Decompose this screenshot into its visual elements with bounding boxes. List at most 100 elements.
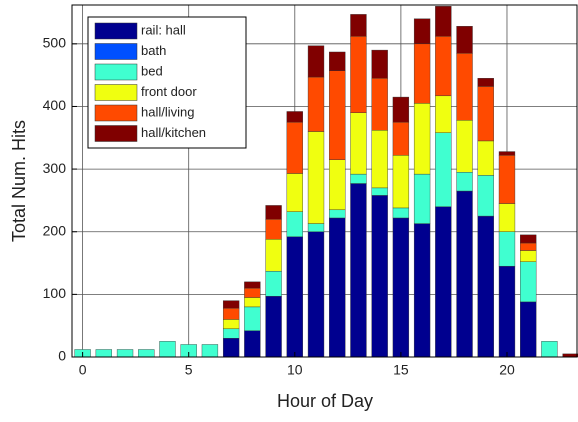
bar-segment: [456, 172, 473, 192]
legend-label: hall/living: [141, 104, 194, 119]
bar-segment: [244, 306, 261, 331]
bar-segment: [477, 175, 494, 217]
bar-segment: [286, 173, 303, 212]
y-tick-label: 400: [43, 97, 67, 113]
bar-segment: [371, 130, 388, 189]
bar-segment: [265, 219, 282, 240]
bar-segment: [307, 231, 325, 358]
bar-segment: [498, 265, 516, 358]
bar-segment: [520, 250, 537, 262]
bar-segment: [435, 6, 452, 37]
bar-segment: [541, 341, 558, 358]
bar-segment: [265, 205, 282, 220]
legend-swatch: [94, 84, 138, 101]
y-tick-label: 300: [43, 160, 67, 176]
bar-segment: [456, 53, 473, 121]
x-axis-title: Hour of Day: [277, 391, 373, 411]
bar-segment: [392, 121, 410, 156]
bar-segment: [329, 70, 346, 160]
bar-segment: [329, 217, 346, 358]
bar-segment: [477, 140, 494, 176]
legend-label: hall/kitchen: [141, 125, 206, 140]
bar-segment: [456, 26, 473, 54]
bar-segment: [456, 120, 473, 173]
bar-segment: [371, 78, 388, 131]
bar-segment: [371, 49, 388, 79]
bar-segment: [350, 173, 367, 184]
bar-segment: [350, 112, 367, 175]
bar-segment: [435, 132, 452, 207]
bar-segment: [371, 187, 388, 196]
bar-segment: [520, 242, 537, 251]
bar-segment: [350, 183, 367, 358]
legend-swatch: [94, 63, 138, 81]
y-tick-label: 100: [43, 285, 67, 301]
legend-swatch: [94, 104, 138, 122]
bar-segment: [392, 96, 410, 123]
bar-segment: [498, 155, 516, 204]
bar-segment: [498, 231, 516, 267]
bar-segment: [392, 217, 410, 358]
bar-segment: [244, 330, 261, 358]
bar-segment: [159, 341, 176, 358]
x-tick-label: 10: [287, 362, 303, 378]
y-tick-label: 500: [43, 35, 67, 51]
x-tick-label: 5: [185, 362, 193, 378]
bar-segment: [286, 121, 303, 174]
legend-swatch: [94, 43, 138, 60]
bar-segment: [350, 36, 367, 113]
bar-segment: [307, 45, 325, 78]
bar-segment: [329, 209, 346, 219]
bar-segment: [222, 319, 240, 330]
y-tick-label: 0: [58, 348, 66, 364]
bar-segment: [435, 206, 452, 358]
bar-segment: [116, 349, 134, 358]
bar-segment: [477, 78, 494, 87]
bar-segment: [138, 349, 155, 358]
bar-segment: [286, 236, 303, 358]
bar-segment: [244, 297, 261, 308]
bar-segment: [435, 95, 452, 133]
bar-segment: [244, 287, 261, 298]
bar-segment: [329, 51, 346, 71]
bar-segment: [520, 234, 537, 244]
bar-segment: [307, 131, 325, 224]
plot-frame: [71, 4, 578, 358]
bar-segment: [435, 36, 452, 97]
legend-label: bed: [141, 63, 163, 78]
legend-label: bath: [141, 43, 166, 58]
bar-segment: [392, 207, 410, 219]
legend-label: front door: [141, 84, 197, 99]
bar-segment: [222, 300, 240, 309]
bar-segment: [498, 151, 516, 156]
bar-segment: [413, 223, 431, 358]
bar-segment: [477, 215, 494, 358]
bar-segment: [413, 43, 431, 104]
x-tick-label: 15: [393, 362, 409, 378]
x-tick-label: 0: [79, 362, 87, 378]
bar-segment: [222, 307, 240, 320]
bar-segment: [350, 14, 367, 37]
bar-segment: [456, 190, 473, 358]
bar-segment: [244, 281, 261, 289]
bar-segment: [222, 328, 240, 339]
bar-segment: [95, 349, 112, 358]
bar-segment: [307, 76, 325, 132]
bar-segment: [413, 173, 431, 224]
bar-segment: [413, 18, 431, 45]
bar-segment: [329, 159, 346, 211]
bar-segment: [265, 296, 282, 358]
bar-segment: [477, 86, 494, 142]
bar-segment: [498, 203, 516, 232]
legend-swatch: [94, 125, 138, 142]
x-tick-label: 20: [499, 362, 515, 378]
bar-segment: [265, 239, 282, 272]
bar-segment: [307, 223, 325, 232]
bar-segment: [222, 338, 240, 358]
bar-segment: [520, 261, 537, 303]
y-tick-label: 200: [43, 222, 67, 238]
y-axis-title: Total Num. Hits: [9, 120, 29, 242]
legend-label: rail: hall: [141, 22, 186, 37]
bar-segment: [371, 195, 388, 358]
